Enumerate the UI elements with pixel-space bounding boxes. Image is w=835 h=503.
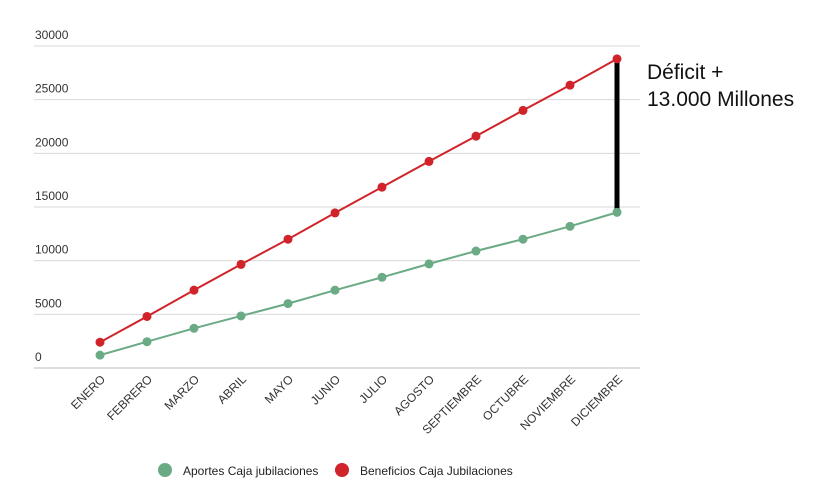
- data-point-beneficios-noviembre: [565, 80, 575, 90]
- annotation-line-2: 13.000 Millones: [647, 88, 794, 111]
- data-point-aportes-febrero: [142, 337, 152, 347]
- data-point-beneficios-septiembre: [471, 131, 481, 141]
- y-tick-label-25000: 25000: [35, 82, 69, 96]
- series-aportes: [95, 207, 622, 360]
- deficit-annotation: Déficit + 13.000 Millones: [647, 61, 794, 111]
- data-point-aportes-marzo: [189, 323, 199, 333]
- data-point-beneficios-julio: [377, 182, 387, 192]
- data-point-aportes-julio: [377, 272, 387, 282]
- data-point-aportes-noviembre: [565, 221, 575, 231]
- legend: Aportes Caja jubilaciones Beneficios Caj…: [158, 463, 513, 478]
- data-point-beneficios-agosto: [424, 156, 434, 166]
- y-tick-label-10000: 10000: [35, 243, 69, 257]
- y-tick-label-30000: 30000: [35, 28, 69, 42]
- legend-marker-beneficios: [335, 463, 349, 477]
- x-tick-label-febrero: FEBRERO: [104, 372, 155, 423]
- data-point-aportes-mayo: [283, 299, 293, 309]
- series-group: [95, 54, 622, 360]
- data-point-aportes-abril: [236, 311, 246, 321]
- legend-label-aportes: Aportes Caja jubilaciones: [183, 464, 318, 478]
- y-tick-label-5000: 5000: [35, 296, 62, 310]
- series-line-aportes: [99, 211, 618, 357]
- data-point-beneficios-abril: [236, 259, 246, 269]
- y-tick-label-0: 0: [35, 350, 42, 364]
- data-point-aportes-octubre: [518, 234, 528, 244]
- x-tick-label-julio: JULIO: [356, 372, 390, 406]
- data-point-aportes-junio: [330, 285, 340, 295]
- x-tick-label-marzo: MARZO: [162, 372, 203, 413]
- data-point-aportes-diciembre: [612, 207, 622, 217]
- data-point-beneficios-febrero: [142, 311, 152, 321]
- series-beneficios: [95, 54, 622, 347]
- data-point-beneficios-octubre: [518, 105, 528, 115]
- legend-label-beneficios: Beneficios Caja Jubilaciones: [360, 464, 513, 478]
- data-point-aportes-enero: [95, 350, 105, 360]
- legend-marker-aportes: [158, 463, 172, 477]
- y-tick-label-20000: 20000: [35, 135, 69, 149]
- data-point-beneficios-marzo: [189, 285, 199, 295]
- data-point-beneficios-diciembre: [612, 54, 622, 64]
- y-tick-label-15000: 15000: [35, 189, 69, 203]
- series-line-beneficios: [99, 58, 618, 344]
- data-point-beneficios-enero: [95, 337, 105, 347]
- data-point-beneficios-junio: [330, 208, 340, 218]
- x-tick-label-junio: JUNIO: [308, 372, 343, 407]
- gridlines: [34, 45, 640, 369]
- annotation-line-1: Déficit +: [647, 61, 723, 84]
- x-tick-label-mayo: MAYO: [262, 372, 296, 406]
- x-tick-label-agosto: AGOSTO: [391, 372, 437, 418]
- data-point-aportes-septiembre: [471, 246, 481, 256]
- x-tick-label-abril: ABRIL: [215, 372, 250, 407]
- data-point-aportes-agosto: [424, 259, 434, 269]
- y-axis-ticks: 0 5000 10000 15000 20000 25000 30000: [35, 28, 69, 364]
- x-tick-label-enero: ENERO: [68, 372, 108, 412]
- data-point-beneficios-mayo: [283, 234, 293, 244]
